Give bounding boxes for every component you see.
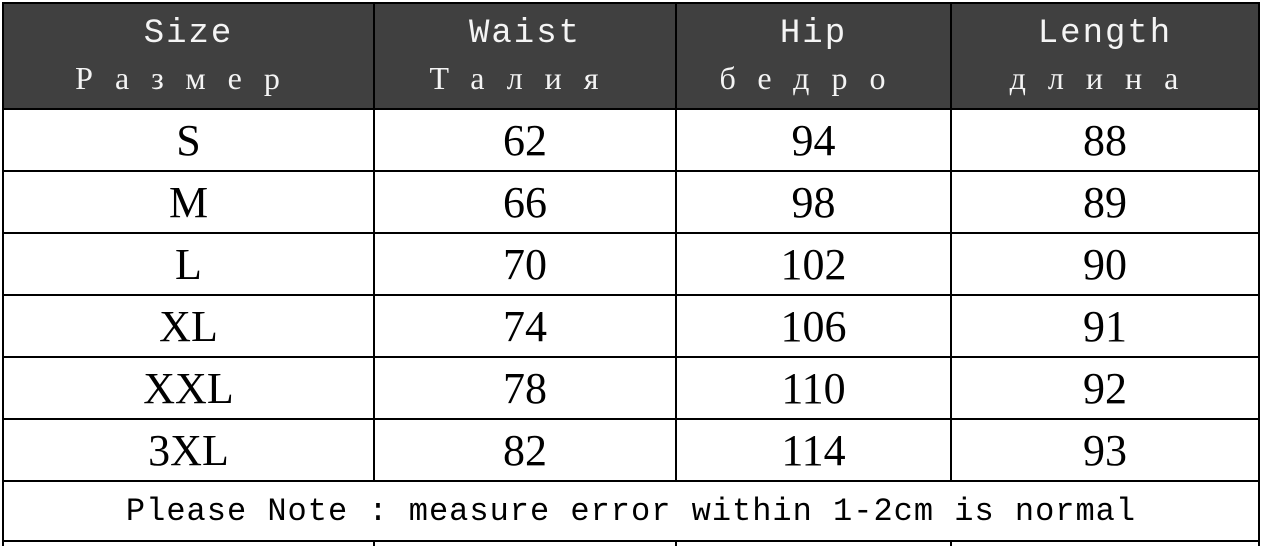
header-ru: Размер [75,60,302,96]
table-row: 3XL 82 114 93 [2,418,1260,482]
table-bottom-edge [0,541,1264,546]
note-text: Please Note : measure error within 1-2cm… [2,480,1260,542]
note-row: Please Note : measure error within 1-2cm… [2,480,1260,542]
header-ru: бедро [719,60,908,96]
table-row: L 70 102 90 [2,232,1260,296]
cell-hip: 94 [675,108,952,172]
cell-waist: 74 [373,294,677,358]
cell-hip: 98 [675,170,952,234]
cell-length: 89 [950,170,1260,234]
header-ru: длина [1009,60,1201,96]
table-row: S 62 94 88 [2,108,1260,172]
table-row: XL 74 106 91 [2,294,1260,358]
cell-size: 3XL [2,418,375,482]
header-row: Size Размер Waist Талия Hip бедро Length дли… [2,2,1260,110]
cell-size: XXL [2,356,375,420]
cell-waist: 62 [373,108,677,172]
header-hip: Hip бедро [675,2,952,110]
cell-waist: 78 [373,356,677,420]
cell-size: XL [2,294,375,358]
cell-length: 88 [950,108,1260,172]
header-waist: Waist Талия [373,2,677,110]
header-en: Waist [468,15,582,53]
header-en: Length [1037,15,1173,53]
cell-hip: 110 [675,356,952,420]
cell-waist: 70 [373,232,677,296]
cell-length: 93 [950,418,1260,482]
cell-size: S [2,108,375,172]
table-row: XXL 78 110 92 [2,356,1260,420]
cell-length: 92 [950,356,1260,420]
cell-hip: 114 [675,418,952,482]
cell-size: L [2,232,375,296]
cell-hip: 102 [675,232,952,296]
header-length: Length длина [950,2,1260,110]
cell-waist: 82 [373,418,677,482]
cell-size: M [2,170,375,234]
header-ru: Талия [429,60,621,96]
cell-waist: 66 [373,170,677,234]
cell-hip: 106 [675,294,952,358]
header-size: Size Размер [2,2,375,110]
header-en: Hip [779,15,848,53]
table-row: M 66 98 89 [2,170,1260,234]
cell-length: 91 [950,294,1260,358]
header-en: Size [143,15,234,53]
cell-length: 90 [950,232,1260,296]
